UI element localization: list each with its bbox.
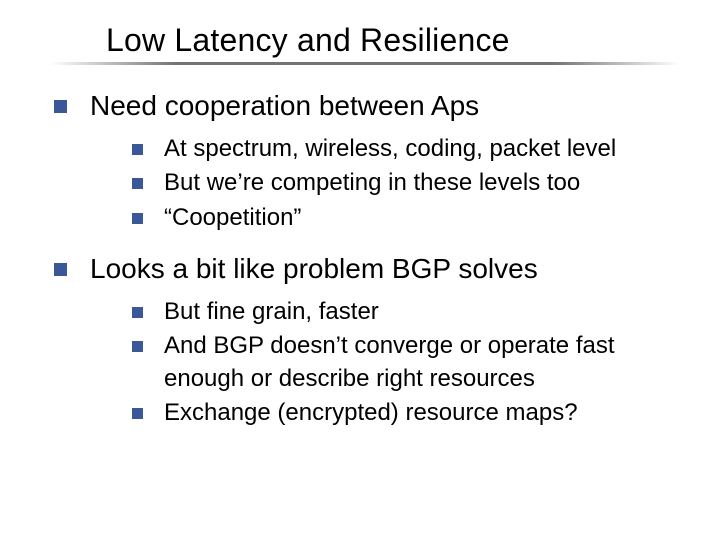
- slide: Low Latency and Resilience Need cooperat…: [0, 0, 720, 540]
- list-item: Exchange (encrypted) resource maps?: [130, 397, 680, 429]
- bullet-text: And BGP doesn’t converge or operate fast…: [164, 332, 615, 391]
- sub-bullet-list: But fine grain, faster And BGP doesn’t c…: [130, 296, 680, 430]
- bullet-text: But we’re competing in these levels too: [164, 169, 580, 196]
- bullet-text: Looks a bit like problem BGP solves: [90, 253, 538, 284]
- list-item: But we’re competing in these levels too: [130, 167, 680, 199]
- bullet-list: Need cooperation between Aps At spectrum…: [50, 87, 680, 429]
- list-item: But fine grain, faster: [130, 296, 680, 328]
- list-item: At spectrum, wireless, coding, packet le…: [130, 133, 680, 165]
- list-item: Looks a bit like problem BGP solves But …: [50, 250, 680, 429]
- title-underline: [50, 62, 680, 65]
- bullet-text: “Coopetition”: [164, 204, 301, 231]
- bullet-text: But fine grain, faster: [164, 298, 379, 325]
- list-item: Need cooperation between Aps At spectrum…: [50, 87, 680, 234]
- list-item: “Coopetition”: [130, 202, 680, 234]
- bullet-text: At spectrum, wireless, coding, packet le…: [164, 135, 616, 162]
- list-item: And BGP doesn’t converge or operate fast…: [130, 330, 680, 395]
- bullet-text: Exchange (encrypted) resource maps?: [164, 399, 578, 426]
- bullet-text: Need cooperation between Aps: [90, 90, 479, 121]
- slide-title: Low Latency and Resilience: [106, 20, 680, 60]
- sub-bullet-list: At spectrum, wireless, coding, packet le…: [130, 133, 680, 234]
